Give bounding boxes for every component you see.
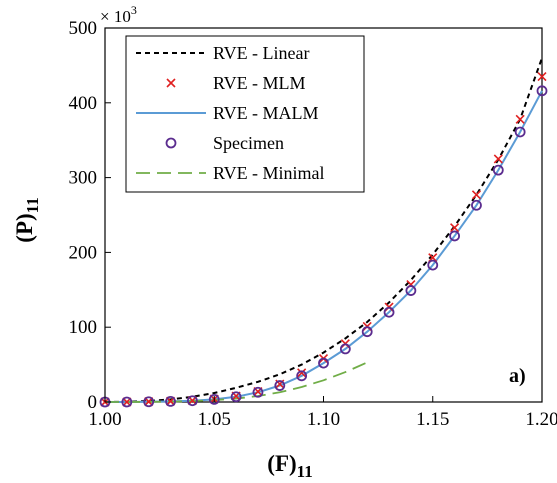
legend-item: RVE - MLM [166,73,306,93]
legend-items: RVE - Linear RVE - MLM RVE - MALM Specimen R… [136,43,325,183]
x-tick-label: 1.05 [198,409,231,430]
data-point [296,370,308,382]
data-point [493,154,503,164]
y-tick-label: 0 [88,392,98,413]
tick-layer: 1.00 1.05 1.10 1.15 1.20 0 100 200 300 400 500 [69,18,557,430]
data-point [165,396,176,407]
series-layer [99,57,548,408]
legend-label: Specimen [213,133,284,153]
series-line [104,57,543,403]
legend-item: RVE - MALM [136,103,319,123]
x-axis-title-main: (F) [267,451,296,476]
x-tick-label: 1.20 [525,409,557,430]
legend-label: RVE - Linear [213,43,310,63]
data-point [230,391,242,403]
legend-label: RVE - MALM [213,103,319,123]
data-point [492,164,504,176]
data-point [450,223,460,233]
data-point [537,72,547,82]
data-point [514,126,526,138]
data-point [427,259,439,271]
x-tick-label: 1.00 [88,409,121,430]
data-point [515,114,525,124]
x-tick-label: 1.15 [416,409,449,430]
data-point [122,397,132,407]
data-point [383,306,395,318]
legend-swatch [165,137,177,149]
panel-label: a) [509,365,526,387]
data-point [536,85,548,97]
data-point [428,253,438,263]
data-point [121,396,133,408]
y-multiplier: × 103 [100,3,137,26]
series-rve-linear [104,57,543,403]
data-point [274,380,286,391]
data-point [297,368,307,378]
x-axis-title: (F)11 [267,451,312,481]
x-tick-label: 1.10 [307,409,340,430]
data-point [471,190,482,200]
data-point [143,396,155,408]
data-point [186,395,198,407]
data-point [339,343,351,355]
data-point [405,285,417,296]
y-tick-label: 400 [69,93,98,114]
legend-label: RVE - MLM [213,73,306,93]
legend: RVE - Linear RVE - MLM RVE - MALM Specimen R… [125,35,365,193]
data-point [252,386,264,398]
data-point [318,357,329,369]
y-tick-label: 300 [69,168,98,189]
y-tick-label: 200 [69,242,98,263]
y-tick-label: 500 [69,18,98,39]
y-multiplier-exponent: 3 [131,3,137,17]
legend-item: RVE - Linear [136,43,310,63]
y-axis-title: (P)11 [12,197,42,242]
legend-label: RVE - Minimal [213,163,325,183]
y-tick-label: 100 [69,317,98,338]
y-axis-title-subscript: 11 [23,197,42,213]
data-point [471,199,482,211]
data-point [361,326,373,338]
data-point [208,393,220,405]
legend-swatch [166,78,176,88]
y-multiplier-base: × 10 [100,7,131,26]
legend-item: RVE - Minimal [136,163,325,183]
y-axis-title-main: (P) [12,213,37,242]
data-point [449,230,461,242]
legend-item: Specimen [165,133,284,153]
x-axis-title-subscript: 11 [297,462,313,481]
